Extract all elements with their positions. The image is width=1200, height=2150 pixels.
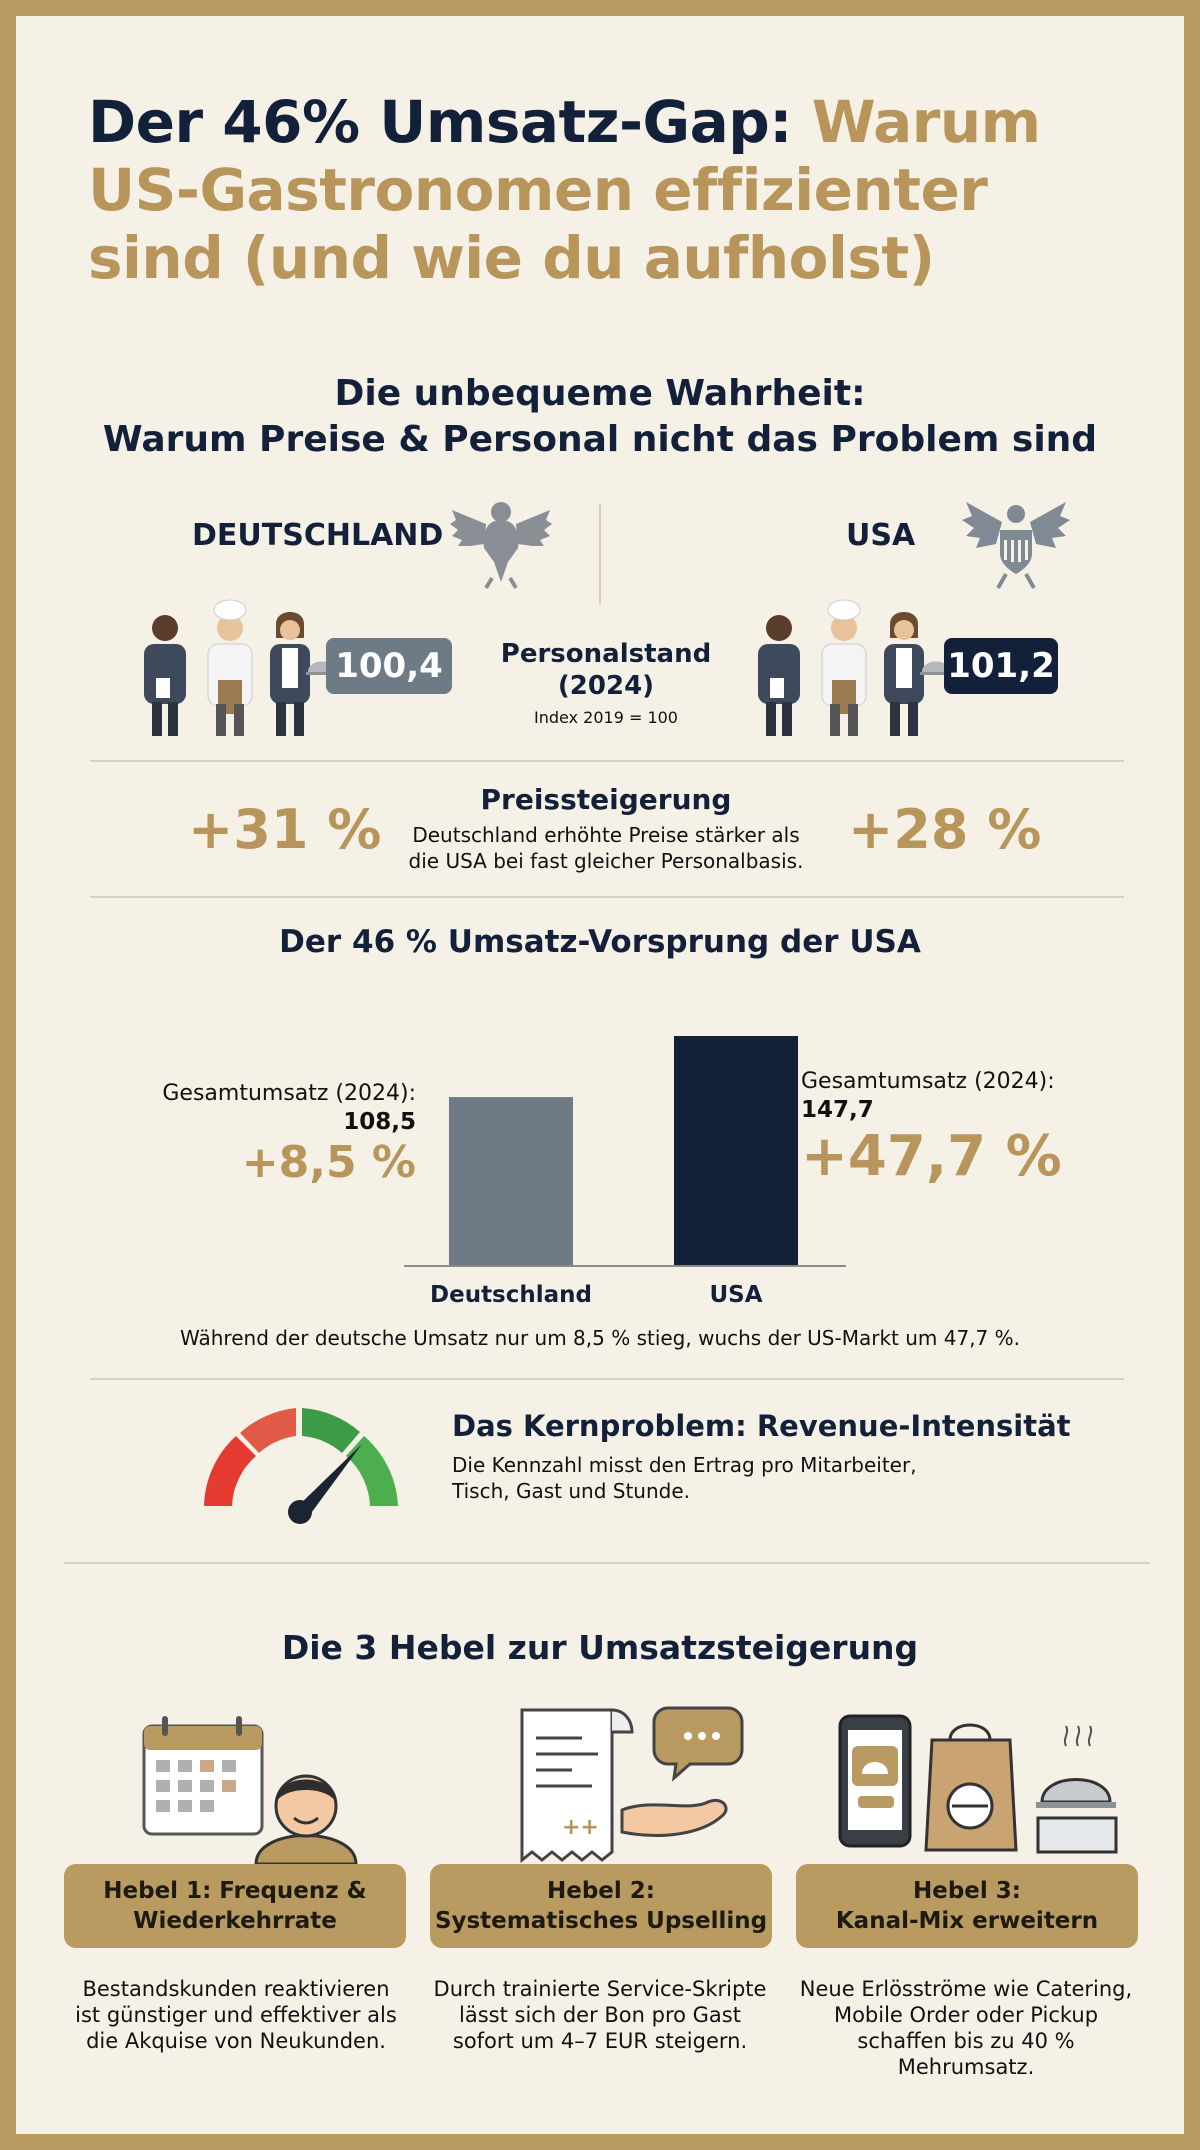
gauge-icon <box>204 1408 398 1524</box>
revenue-germany-label: Gesamtumsatz (2024): <box>162 1081 416 1106</box>
revenue-germany-growth: +8,5 % <box>241 1137 416 1188</box>
lever-2-desc-line3: sofort um 4–7 EUR steigern. <box>452 2029 748 2053</box>
lever-2-desc-line2: lässt sich der Bon pro Gast <box>459 2003 741 2027</box>
lever-3-title-line1: Hebel 3: <box>912 1878 1021 1904</box>
bar-usa <box>674 1036 798 1266</box>
section-divider-2 <box>90 896 1124 898</box>
lever-1-desc-line2: ist günstiger und effektiver als <box>75 2003 397 2027</box>
lever-2-title: Hebel 2: Systematisches Upselling <box>430 1864 772 1948</box>
staff-group-usa-icon <box>758 599 952 736</box>
revenue-usa-value: 147,7 <box>801 1097 874 1123</box>
infographic-page: Der 46% Umsatz-Gap: Warum US-Gastronomen… <box>16 16 1184 2134</box>
section-divider-3 <box>90 1378 1124 1380</box>
lever-1-title-line2: Wiederkehrrate <box>133 1908 337 1934</box>
revenue-heading: Der 46 % Umsatz-Vorsprung der USA <box>279 924 921 960</box>
revenue-usa-label: Gesamtumsatz (2024): <box>801 1069 1055 1094</box>
staff-group-germany-icon <box>144 599 338 736</box>
intro-heading: Die unbequeme Wahrheit: Warum Preise & P… <box>16 371 1184 463</box>
lever-3-description: Neue Erlösströme wie Catering, Mobile Or… <box>786 1976 1146 2080</box>
bar-deutschland <box>449 1097 573 1266</box>
intro-heading-line1: Die unbequeme Wahrheit: <box>334 373 866 414</box>
lever-1-title-line1: Hebel 1: Frequenz & <box>103 1878 367 1904</box>
staff-index-note: Index 2019 = 100 <box>534 708 678 727</box>
receipt-hand-icon: ++ <box>520 1706 744 1864</box>
revenue-usa-annotation: Gesamtumsatz (2024): 147,7 +47,7 % <box>801 1068 1121 1190</box>
lever-3-desc-line1: Neue Erlösströme wie Catering, <box>799 1977 1133 2001</box>
lever-1-description: Bestandskunden reaktivieren ist günstige… <box>56 1976 416 2054</box>
levers-heading: Die 3 Hebel zur Umsatzsteigerung <box>281 1628 919 1667</box>
price-desc-line1: Deutschland erhöhte Preise stärker als <box>412 823 800 847</box>
staff-label: Personalstand (2024) Index 2019 = 100 <box>486 638 726 727</box>
revenue-bar-chart: Deutschland USA <box>404 1036 846 1308</box>
lever-3-title: Hebel 3: Kanal-Mix erweitern <box>796 1864 1138 1948</box>
lever-2-desc-line1: Durch trainierte Service-Skripte <box>433 1977 767 2001</box>
us-eagle-seal-icon <box>962 502 1070 589</box>
lever-2-title-line1: Hebel 2: <box>546 1878 655 1904</box>
title-part2: Warum US-Gastronomen effizienter sind (u… <box>88 88 1041 292</box>
page-title: Der 46% Umsatz-Gap: Warum US-Gastronomen… <box>88 88 1088 292</box>
svg-text:++: ++ <box>562 1815 599 1840</box>
lever-3-title-line2: Kanal-Mix erweitern <box>835 1908 1099 1934</box>
calendar-person-icon <box>142 1716 358 1866</box>
price-label-block: Preissteigerung Deutschland erhöhte Prei… <box>396 782 816 874</box>
staff-label-line2: (2024) <box>557 671 655 701</box>
core-problem-desc-line1: Die Kennzahl misst den Ertrag pro Mitarb… <box>452 1453 917 1477</box>
lever-1-desc-line3: die Akquise von Neukunden. <box>86 2029 386 2053</box>
lever-2-title-line2: Systematisches Upselling <box>434 1908 768 1934</box>
german-eagle-icon <box>450 502 552 590</box>
price-desc-line2: die USA bei fast gleicher Personalbasis. <box>408 849 804 873</box>
title-part1: Der 46% Umsatz-Gap: <box>88 88 793 156</box>
country-label-usa: USA <box>846 518 916 553</box>
lever-1-title: Hebel 1: Frequenz & Wiederkehrrate <box>64 1864 406 1948</box>
revenue-usa-growth: +47,7 % <box>801 1124 1062 1189</box>
staff-value-germany: 100,4 <box>326 638 452 694</box>
core-problem-heading: Das Kernproblem: Revenue-Intensität <box>452 1409 1071 1443</box>
section-divider-1 <box>90 760 1124 762</box>
staff-value-usa: 101,2 <box>944 638 1058 694</box>
country-divider <box>599 504 601 604</box>
core-problem-desc-line2: Tisch, Gast und Stunde. <box>452 1479 690 1503</box>
price-increase-germany: +31 % <box>188 798 382 861</box>
lever-1-desc-line1: Bestandskunden reaktivieren <box>82 1977 390 2001</box>
country-label-germany: DEUTSCHLAND <box>192 518 444 553</box>
lever-3-desc-line2: Mobile Order oder Pickup <box>833 2003 1099 2027</box>
staff-label-line1: Personalstand <box>500 639 712 669</box>
revenue-germany-annotation: Gesamtumsatz (2024): 108,5 +8,5 % <box>146 1080 416 1190</box>
lever-3-desc-line3: schaffen bis zu 40 % Mehrumsatz. <box>857 2029 1075 2079</box>
price-label: Preissteigerung <box>480 783 732 816</box>
lever-2-description: Durch trainierte Service-Skripte lässt s… <box>420 1976 780 2054</box>
core-problem-block: Das Kernproblem: Revenue-Intensität Die … <box>452 1406 1152 1504</box>
section-divider-4 <box>64 1562 1150 1564</box>
bar-label-deutschland: Deutschland <box>430 1282 592 1308</box>
intro-heading-line2: Warum Preise & Personal nicht das Proble… <box>102 419 1098 460</box>
delivery-channels-icon <box>838 1714 1118 1854</box>
revenue-caption: Während der deutsche Umsatz nur um 8,5 %… <box>180 1326 1020 1350</box>
revenue-germany-value: 108,5 <box>343 1109 416 1135</box>
price-increase-usa: +28 % <box>848 798 1042 861</box>
bar-label-usa: USA <box>709 1282 762 1308</box>
